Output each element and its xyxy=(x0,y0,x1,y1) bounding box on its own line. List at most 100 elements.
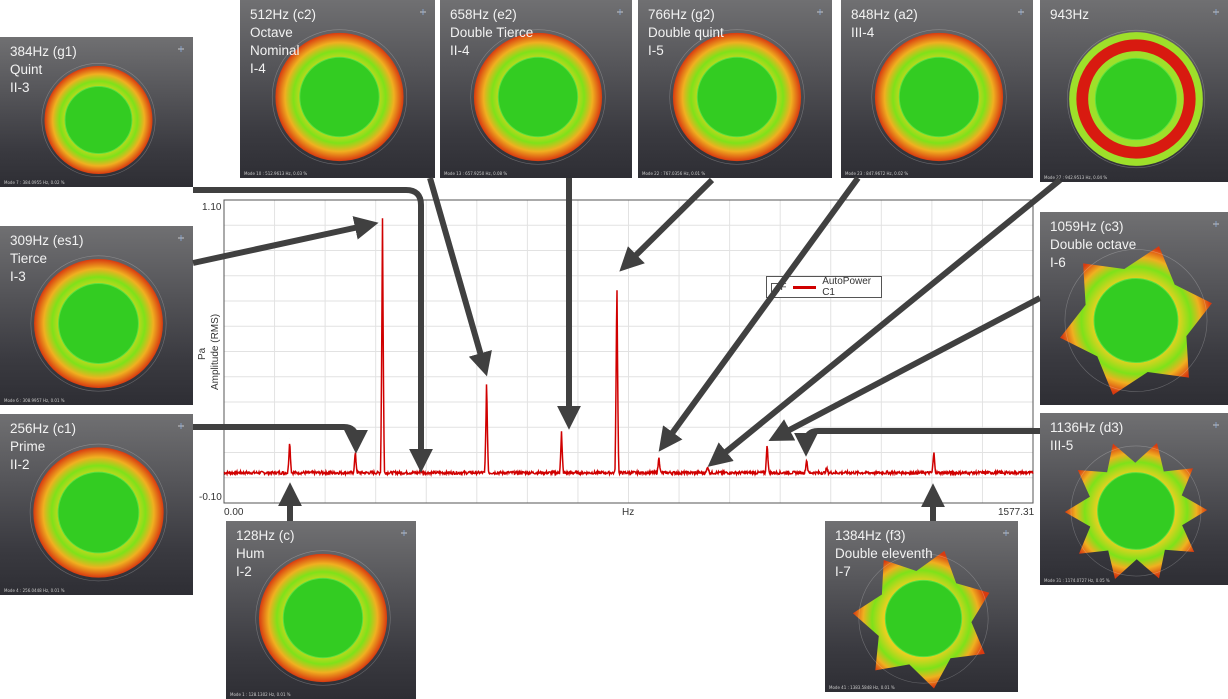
mode-name: Octave Nominal xyxy=(250,25,300,58)
mode-shape-panel-128hz: 128Hz (c) Hum I-2 Mode 1 : 128.1302 Hz, 0.0… xyxy=(226,521,416,699)
mode-name: Double quint xyxy=(648,25,724,40)
mode-shape-icon xyxy=(1060,246,1212,395)
mode-shape-inner-disk xyxy=(299,56,380,138)
mode-frequency: 384Hz (g1) xyxy=(10,44,77,59)
mode-name: Double Tierce xyxy=(450,25,534,40)
mode-label: 384Hz (g1) Quint II-3 xyxy=(10,43,77,97)
mode-shape-inner-disk xyxy=(57,471,140,554)
axis-triad-icon xyxy=(816,8,824,16)
mode-footer: Mode 7 : 384.0955 Hz, 0.02 % xyxy=(4,180,65,185)
mode-label: 1136Hz (d3) III-5 xyxy=(1050,419,1123,455)
mode-shape-icon xyxy=(1066,29,1206,169)
mode-footer: Mode 27 : 942.9513 Hz, 0.04 % xyxy=(1044,175,1108,180)
mode-name: Tierce xyxy=(10,251,48,266)
mode-shape-panel-848hz: 848Hz (a2) III-4 Mode 23 : 847.9672 Hz, 0.… xyxy=(841,0,1033,178)
axis-triad-icon xyxy=(1212,8,1220,16)
mode-frequency: 128Hz (c) xyxy=(236,528,295,543)
mode-footer: Mode 23 : 847.9672 Hz, 0.02 % xyxy=(845,171,909,176)
mode-name: Hum xyxy=(236,546,265,561)
mode-label: 256Hz (c1) Prime II-2 xyxy=(10,420,76,474)
axis-triad-icon xyxy=(1212,421,1220,429)
mode-shape-panel-309hz: 309Hz (es1) Tierce I-3 Mode 6 : 308.9957 Hz… xyxy=(0,226,193,405)
mode-label: 512Hz (c2) Octave Nominal I-4 xyxy=(250,6,316,78)
mode-shape-outline xyxy=(1076,39,1196,159)
chart-grid xyxy=(224,200,1033,503)
legend-swatch xyxy=(792,285,817,289)
mode-shape-icon xyxy=(470,29,606,165)
mode-label: 766Hz (g2) Double quint I-5 xyxy=(648,6,724,60)
mode-label: 943Hz xyxy=(1050,6,1089,24)
mode-shape-inner-disk xyxy=(1093,278,1179,363)
mode-shape-panel-1384hz: 1384Hz (f3) Double eleventh I-7 Mode 41 : 1… xyxy=(825,521,1018,692)
mode-code: II-4 xyxy=(450,43,470,58)
axis-triad-icon xyxy=(400,529,408,537)
mode-name: Prime xyxy=(10,439,46,454)
mode-frequency: 1136Hz (d3) xyxy=(1050,420,1124,435)
y-max-label: 1.10 xyxy=(202,202,222,213)
axis-triad-icon xyxy=(1002,529,1010,537)
mode-shape-panel-1059hz: 1059Hz (c3) Double octave I-6 xyxy=(1040,212,1228,405)
mode-shape-inner-disk xyxy=(696,56,778,138)
mode-name: Double octave xyxy=(1050,237,1137,252)
mode-label: 309Hz (es1) Tierce I-3 xyxy=(10,232,84,286)
mode-shape-icon xyxy=(271,29,408,165)
mode-code: I-5 xyxy=(648,43,664,58)
mode-shape-inner-disk xyxy=(1094,57,1178,141)
mode-footer: Mode 10 : 512.9613 Hz, 0.03 % xyxy=(244,171,308,176)
mode-frequency: 309Hz (es1) xyxy=(10,233,84,248)
axis-triad-icon xyxy=(177,422,185,430)
chart-legend: F AutoPower C1 xyxy=(766,276,882,298)
autopower-c1-trace xyxy=(223,218,1034,478)
x-max-label: 1577.31 xyxy=(998,507,1035,518)
mode-label: 1059Hz (c3) Double octave I-6 xyxy=(1050,218,1136,272)
x-axis-label: Hz xyxy=(622,507,634,518)
axis-triad-icon xyxy=(177,234,185,242)
legend-checkbox-label: F xyxy=(780,281,787,293)
mode-code: I-4 xyxy=(250,61,266,76)
mode-footer: Mode 6 : 308.9957 Hz, 0.01 % xyxy=(4,398,65,403)
mode-shape-icon xyxy=(852,550,990,689)
y-unit-label: Pa xyxy=(197,347,208,360)
mode-shape-icon xyxy=(30,255,167,392)
mode-shape-panel-512hz: 512Hz (c2) Octave Nominal I-4 Mode 10 : 512… xyxy=(240,0,435,178)
mode-shape-icon xyxy=(871,29,1007,165)
axis-triad-icon xyxy=(616,8,624,16)
mode-footer: Mode 1 : 128.1302 Hz, 0.01 % xyxy=(230,692,291,697)
axis-triad-icon xyxy=(419,8,427,16)
mode-code: I-6 xyxy=(1050,255,1066,270)
mode-frequency: 766Hz (g2) xyxy=(648,7,715,22)
mode-shape-inner-disk xyxy=(1097,472,1175,550)
legend-entry: AutoPower C1 xyxy=(822,276,872,298)
mode-shape-inner-disk xyxy=(282,577,364,659)
mode-label: 128Hz (c) Hum I-2 xyxy=(236,527,295,581)
mode-footer: Mode 13 : 657.9250 Hz, 0.08 % xyxy=(444,171,508,176)
x-min-label: 0.00 xyxy=(224,507,244,518)
y-axis-label: Amplitude (RMS) xyxy=(210,314,221,390)
mode-code: I-2 xyxy=(236,564,252,579)
mode-shape-panel-658hz: 658Hz (e2) Double Tierce II-4 Mode 13 : 657… xyxy=(440,0,632,178)
mode-shape-panel-384hz: 384Hz (g1) Quint II-3 Mode 7 : 384.0955 Hz,… xyxy=(0,37,193,187)
mode-footer: Mode 4 : 256.0448 Hz, 0.01 % xyxy=(4,588,65,593)
mode-shape-panel-943hz: 943Hz Mode 27 : 942.9513 Hz, 0.04 % xyxy=(1040,0,1228,182)
mode-label: 1384Hz (f3) Double eleventh I-7 xyxy=(835,527,933,581)
mode-frequency: 1384Hz (f3) xyxy=(835,528,906,543)
mode-code: III-4 xyxy=(851,25,875,40)
mode-shape-icon xyxy=(255,550,391,686)
y-min-label: -0.10 xyxy=(199,492,222,503)
mode-code: I-7 xyxy=(835,564,851,579)
mode-frequency: 848Hz (a2) xyxy=(851,7,918,22)
mode-code: I-3 xyxy=(10,269,26,284)
mode-name: Quint xyxy=(10,62,43,77)
legend-checkbox[interactable] xyxy=(771,282,780,292)
mode-footer: Mode 41 : 1383.5848 Hz, 0.01 % xyxy=(829,685,895,690)
axis-triad-icon xyxy=(177,45,185,53)
mode-shape-inner-disk xyxy=(58,283,139,364)
axis-triad-icon xyxy=(1212,220,1220,228)
mode-shape-icon xyxy=(29,443,168,582)
mode-frequency: 512Hz (c2) xyxy=(250,7,317,22)
mode-name: Double eleventh xyxy=(835,546,933,561)
mode-frequency: 256Hz (c1) xyxy=(10,421,77,436)
mode-shape-inner-disk xyxy=(64,86,133,154)
mode-label: 658Hz (e2) Double Tierce II-4 xyxy=(450,6,533,60)
mode-frequency: 658Hz (e2) xyxy=(450,7,517,22)
